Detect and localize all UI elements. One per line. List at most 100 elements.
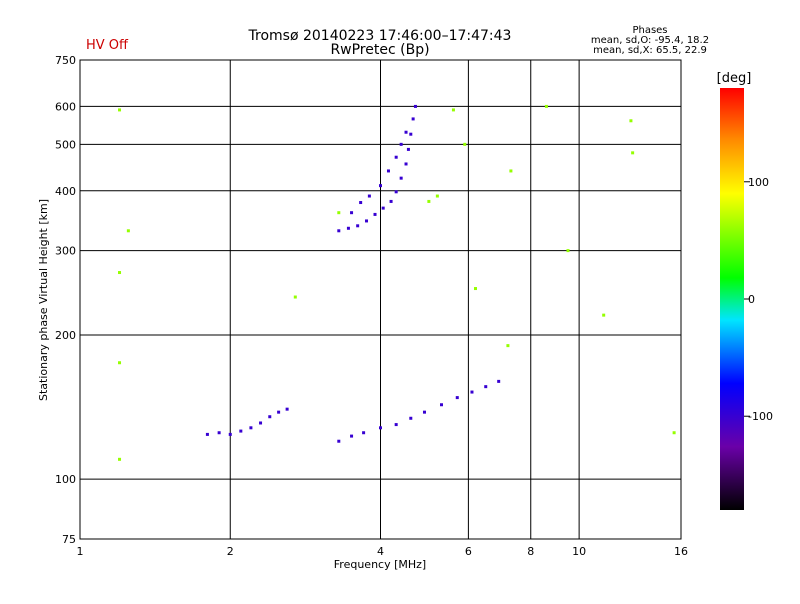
data-point xyxy=(509,169,513,173)
phases-title: Phases xyxy=(632,25,667,36)
data-point xyxy=(259,421,263,425)
data-point xyxy=(470,390,474,394)
chart-title: Tromsø 20140223 17:46:00–17:47:43 xyxy=(248,28,512,44)
y-tick-label: 600 xyxy=(55,100,76,113)
series-group xyxy=(350,130,408,215)
y-axis-label: Stationary phase Virtual Height [km] xyxy=(37,199,50,401)
series-group xyxy=(337,104,417,233)
data-point xyxy=(394,190,398,194)
phases-o-stats: mean, sd,O: -95.4, 18.2 xyxy=(591,35,709,46)
y-tick-label: 500 xyxy=(55,138,76,151)
data-point xyxy=(118,271,122,275)
data-point xyxy=(411,117,415,121)
data-point xyxy=(566,249,570,253)
y-tick-label: 400 xyxy=(55,185,76,198)
plot-frame xyxy=(79,59,682,540)
data-point xyxy=(337,211,341,215)
data-point xyxy=(126,229,130,233)
data-point xyxy=(356,224,360,228)
series-group xyxy=(205,407,289,436)
grid-lines xyxy=(80,60,681,539)
data-point xyxy=(422,410,426,414)
data-point xyxy=(394,155,398,159)
y-tick-label: 300 xyxy=(55,245,76,258)
data-point xyxy=(381,206,385,210)
data-point xyxy=(386,169,390,173)
data-point xyxy=(629,119,633,123)
data-point xyxy=(484,385,488,389)
colorbar-tick-label: -100 xyxy=(748,410,773,423)
x-axis-label: Frequency [MHz] xyxy=(334,558,426,571)
data-point xyxy=(367,194,371,198)
x-tick-label: 1 xyxy=(77,545,84,558)
data-point xyxy=(631,151,635,155)
data-point xyxy=(379,184,382,188)
colorbar-tick-label: 0 xyxy=(748,293,755,306)
y-tick-label: 75 xyxy=(62,533,76,546)
data-point xyxy=(406,147,410,151)
data-point xyxy=(337,439,341,443)
colorbar-label: [deg] xyxy=(717,71,752,86)
data-point xyxy=(293,295,297,299)
data-point xyxy=(118,361,122,365)
data-point xyxy=(359,201,363,205)
data-point xyxy=(285,407,289,411)
x-tick-label: 2 xyxy=(227,545,234,558)
phases-x-stats: mean, sd,X: 65.5, 22.9 xyxy=(593,45,707,56)
data-point xyxy=(118,108,122,112)
data-point xyxy=(239,429,243,433)
data-point xyxy=(337,229,341,233)
x-tick-label: 16 xyxy=(674,545,688,558)
series-group xyxy=(118,104,676,461)
data-point xyxy=(435,194,439,198)
data-point xyxy=(602,313,606,317)
data-points xyxy=(118,104,676,461)
data-point xyxy=(672,431,676,435)
data-point xyxy=(409,416,413,420)
data-point xyxy=(497,379,501,383)
data-point xyxy=(399,142,403,146)
data-point xyxy=(373,212,377,216)
data-point xyxy=(362,431,366,435)
data-point xyxy=(350,434,354,438)
tick-labels: 1 2 4 6 8 10 16 75 100 200 300 400 500 600 750 xyxy=(55,54,688,558)
data-point xyxy=(350,211,354,215)
data-point xyxy=(427,199,431,203)
data-point xyxy=(228,432,232,436)
data-point xyxy=(409,132,413,136)
data-point xyxy=(249,426,253,430)
series-group xyxy=(337,379,501,443)
data-point xyxy=(118,457,122,461)
data-point xyxy=(389,199,393,203)
data-point xyxy=(205,432,209,436)
data-point xyxy=(217,431,221,435)
data-point xyxy=(277,410,281,414)
hv-status: HV Off xyxy=(86,38,129,53)
y-tick-label: 750 xyxy=(55,54,76,67)
data-point xyxy=(413,104,417,108)
data-point xyxy=(544,104,548,108)
colorbar xyxy=(720,88,744,510)
data-point xyxy=(506,344,510,348)
data-point xyxy=(394,423,398,427)
colorbar-ticks: 100 0 -100 xyxy=(744,176,773,423)
data-point xyxy=(473,287,477,291)
data-point xyxy=(379,426,382,430)
x-tick-label: 8 xyxy=(527,545,534,558)
data-point xyxy=(404,162,408,166)
chart-subtitle: RwPretec (Bp) xyxy=(330,42,429,58)
data-point xyxy=(404,130,408,134)
x-tick-label: 10 xyxy=(572,545,586,558)
y-tick-label: 200 xyxy=(55,329,76,342)
x-tick-label: 6 xyxy=(465,545,472,558)
data-point xyxy=(463,142,467,146)
data-point xyxy=(440,403,444,407)
y-tick-label: 100 xyxy=(55,473,76,486)
data-point xyxy=(268,415,272,419)
data-point xyxy=(365,219,369,223)
x-tick-label: 4 xyxy=(377,545,384,558)
data-point xyxy=(455,396,459,400)
data-point xyxy=(451,108,455,112)
data-point xyxy=(399,176,403,180)
